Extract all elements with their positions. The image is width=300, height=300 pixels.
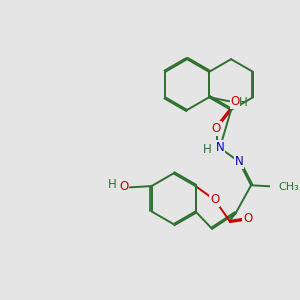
- Text: H: H: [203, 143, 212, 156]
- Text: O: O: [119, 180, 128, 193]
- Text: H: H: [239, 96, 248, 109]
- Text: O: O: [212, 122, 221, 135]
- Text: O: O: [230, 95, 240, 108]
- Text: O: O: [243, 212, 252, 225]
- Text: N: N: [215, 141, 224, 154]
- Text: O: O: [210, 194, 219, 206]
- Text: CH₃: CH₃: [278, 182, 299, 192]
- Text: N: N: [235, 155, 244, 168]
- Text: H: H: [108, 178, 116, 191]
